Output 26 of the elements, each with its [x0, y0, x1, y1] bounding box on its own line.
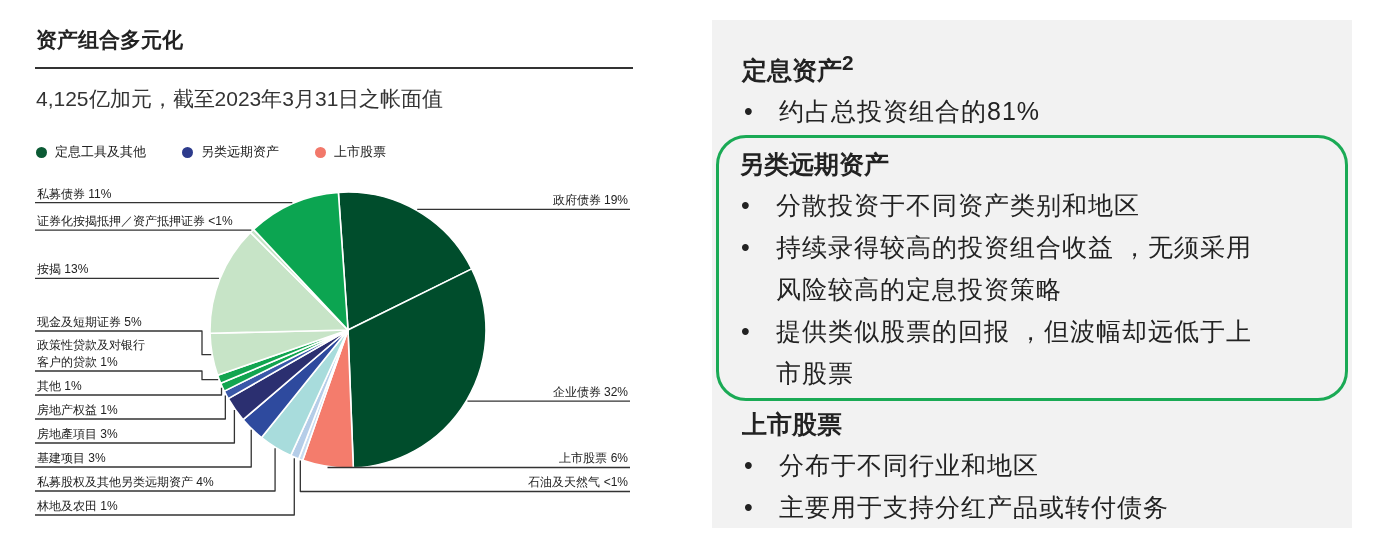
slice-label: 其他 1% — [37, 379, 83, 393]
text: 上市股票 — [742, 409, 843, 441]
text: 另类远期资产 — [201, 143, 279, 161]
text: • 分布于不同行业和地区 — [744, 450, 1039, 482]
slice-label: 政策性贷款及对银行客户的贷款 1% — [37, 338, 145, 369]
chart-subtitle: 4,125亿加元，截至2023年3月31日之帐面值 — [36, 86, 444, 112]
slice-label: 现金及短期证券 5% — [37, 315, 143, 329]
legend-label: 上市股票 — [334, 143, 386, 161]
slice-label: 企业债券 32% — [552, 385, 629, 400]
text: 定息资产$^{2}$ — [742, 50, 855, 87]
chart-title: 资产组合多元化 — [36, 27, 183, 53]
slice-label: 林地及农田 1% — [36, 499, 119, 513]
slice-label: 政府债券 19% — [552, 193, 629, 208]
slice-label: 私募股权及其他另类远期资产 4% — [37, 475, 215, 489]
category-label: 上市股票 6% — [559, 451, 628, 466]
slice-label: 私募债券 11% — [37, 186, 112, 201]
slice-label: 房地产权益 1% — [37, 403, 119, 417]
text: • 主要用于支持分红产品或转付债务 — [744, 492, 1169, 524]
slice-label: 按揭 13% — [37, 262, 89, 277]
slice-label: 证券化按揭抵押／资产抵押证券 <1% — [37, 214, 234, 229]
slice-label: 石油及天然气 <1% — [528, 475, 629, 490]
slice-label: 基建项目 3% — [37, 451, 107, 465]
text: 定息工具及其他 — [55, 143, 146, 161]
text: • 约占总投资组合的81% — [744, 96, 1041, 128]
picture-highlight-frame: 另类远期资产 • 分散投资于不同资产类别和地区 • 持续录得较高的投资组合收益 ，无须采用风险较高的定息投资策略 • 提供类似股票的回报 ，但波幅却远低于上市股票 — [716, 135, 1348, 402]
slice-label: 房地產項目 3% — [37, 427, 119, 441]
